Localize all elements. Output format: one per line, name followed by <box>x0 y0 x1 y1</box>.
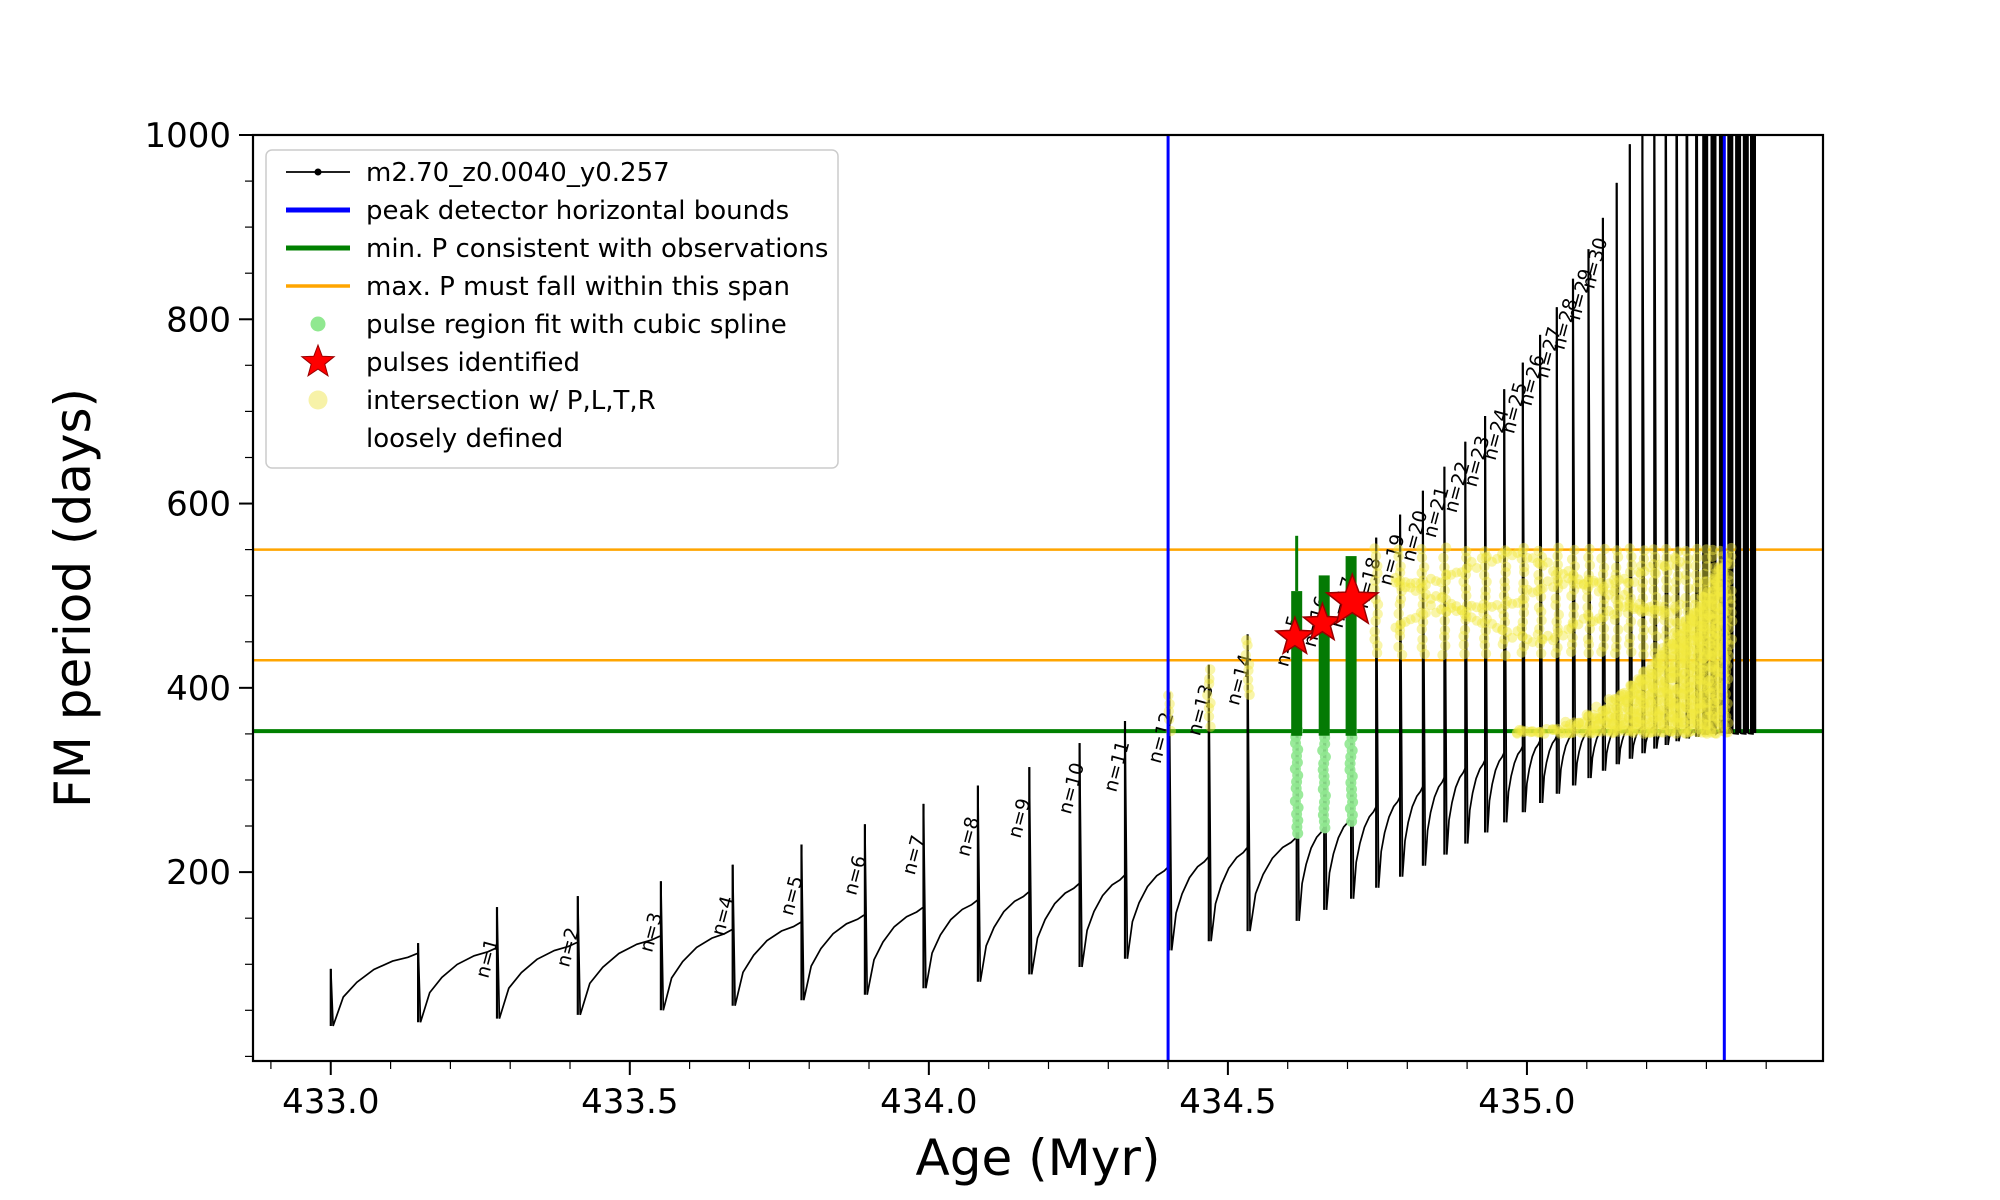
pulse-identified-star <box>1273 615 1316 656</box>
series-curve <box>329 135 1757 1027</box>
x-tick-label: 433.0 <box>282 1082 379 1122</box>
spline-fit-bar <box>1291 591 1303 736</box>
pulse-spikes-dense <box>1702 135 1756 735</box>
legend-series-dot-icon <box>314 168 322 176</box>
pulse-number-label: n=11 <box>1100 738 1135 794</box>
legend-star-icon <box>300 343 336 377</box>
legend-label-pulses: pulses identified <box>366 348 580 378</box>
y-tick-label: 1000 <box>144 116 231 156</box>
legend: m2.70_z0.0040_y0.257 peak detector horiz… <box>265 149 839 469</box>
legend-label-spline: pulse region fit with cubic spline <box>366 310 787 340</box>
legend-label-series: m2.70_z0.0040_y0.257 <box>366 158 670 188</box>
legend-label-intersection-line1: intersection w/ P,L,T,R <box>366 386 656 416</box>
x-tick-label: 433.5 <box>581 1082 678 1122</box>
pulse-number-label: n=30 <box>1577 235 1612 291</box>
x-tick-label: 434.5 <box>1179 1082 1276 1122</box>
x-tick-label: 435.0 <box>1478 1082 1575 1122</box>
spline-fit-bar <box>1318 575 1330 736</box>
plot-border <box>251 133 1825 1063</box>
pulse-identified-star <box>1324 572 1381 625</box>
intersection-dots <box>1163 542 1738 739</box>
y-tick-label: 200 <box>166 853 231 893</box>
y-axis-label: FM period (days) <box>44 388 102 808</box>
legend-label-bounds: peak detector horizontal bounds <box>366 196 789 226</box>
legend-box <box>265 149 839 469</box>
spline-fit-bar <box>1345 556 1357 736</box>
y-tick-label: 600 <box>166 485 231 525</box>
x-axis-label: Age (Myr) <box>916 1129 1161 1187</box>
pulse-identified-star <box>1301 601 1344 642</box>
y-tick-label: 800 <box>166 300 231 340</box>
legend-label-maxP: max. P must fall within this span <box>366 272 790 302</box>
y-tick-label: 400 <box>166 669 231 709</box>
pulse-number-label: n=10 <box>1054 760 1089 816</box>
x-tick-label: 434.0 <box>880 1082 977 1122</box>
legend-spline-dot-icon <box>310 316 326 332</box>
legend-label-intersection-line2: loosely defined <box>366 424 563 454</box>
legend-label-minP: min. P consistent with observations <box>366 234 828 264</box>
axes: 433.0 433.5 434.0 434.5 435.0 200 400 600 800 100… <box>144 116 1825 1122</box>
spline-fit-dots <box>1289 724 1359 839</box>
legend-intersection-dot-icon <box>308 390 328 410</box>
